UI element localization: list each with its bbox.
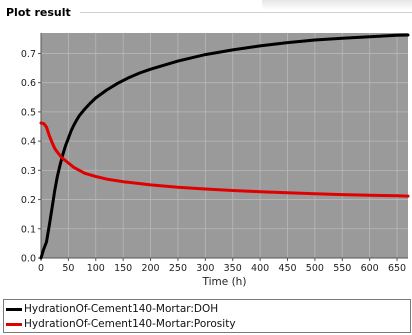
plot-area: 0 50 100 150 200 250 300 350 400 450 500 550 600 650 0… xyxy=(21,33,410,288)
y-tick-label: 0.2 xyxy=(21,195,36,206)
x-tick-label: 0 xyxy=(38,263,44,274)
x-tick-label: 250 xyxy=(169,263,187,274)
series-lines xyxy=(39,33,410,260)
x-tick-label: 650 xyxy=(388,263,406,274)
x-tick-label: 50 xyxy=(62,263,74,274)
legend-swatch-porosity xyxy=(6,322,22,326)
x-tick-label: 400 xyxy=(251,263,269,274)
legend-label-doh: HydrationOf-Cement140-Mortar:DOH xyxy=(24,303,219,315)
legend-item-porosity: HydrationOf-Cement140-Mortar:Porosity xyxy=(6,317,236,331)
x-tick-label: 350 xyxy=(224,263,242,274)
x-axis-label: Time (h) xyxy=(202,276,247,288)
y-tick-label: 0.0 xyxy=(21,254,36,265)
y-tick-label: 0.5 xyxy=(21,107,36,118)
panel-header: Plot result xyxy=(0,0,412,20)
x-tick-label: 150 xyxy=(114,263,132,274)
x-tick-label: 300 xyxy=(196,263,214,274)
y-tick-label: 0.4 xyxy=(21,137,36,148)
panel-title: Plot result xyxy=(6,6,71,19)
y-tick-label: 0.7 xyxy=(21,49,36,60)
x-tick-label: 550 xyxy=(333,263,351,274)
legend-item-doh: HydrationOf-Cement140-Mortar:DOH xyxy=(6,302,218,316)
series-line-doh xyxy=(39,33,410,260)
grid-lines xyxy=(40,33,408,259)
header-shadow xyxy=(262,0,412,10)
header-divider xyxy=(80,12,412,13)
x-tick-label: 200 xyxy=(141,263,159,274)
y-tick-label: 0.1 xyxy=(21,224,36,235)
legend-swatch-doh xyxy=(6,307,22,311)
y-tick-label: 0.6 xyxy=(21,78,36,89)
legend: HydrationOf-Cement140-Mortar:DOH Hydrati… xyxy=(3,299,411,333)
series-line-porosity xyxy=(39,121,410,198)
legend-label-porosity: HydrationOf-Cement140-Mortar:Porosity xyxy=(24,318,236,330)
axes: 0 50 100 150 200 250 300 350 400 450 500 550 600 650 0… xyxy=(21,33,408,274)
x-tick-label: 450 xyxy=(278,263,296,274)
x-tick-label: 100 xyxy=(87,263,105,274)
x-tick-label: 500 xyxy=(306,263,324,274)
x-tick-label: 600 xyxy=(361,263,379,274)
y-tick-label: 0.3 xyxy=(21,166,36,177)
plot-background xyxy=(41,33,408,258)
